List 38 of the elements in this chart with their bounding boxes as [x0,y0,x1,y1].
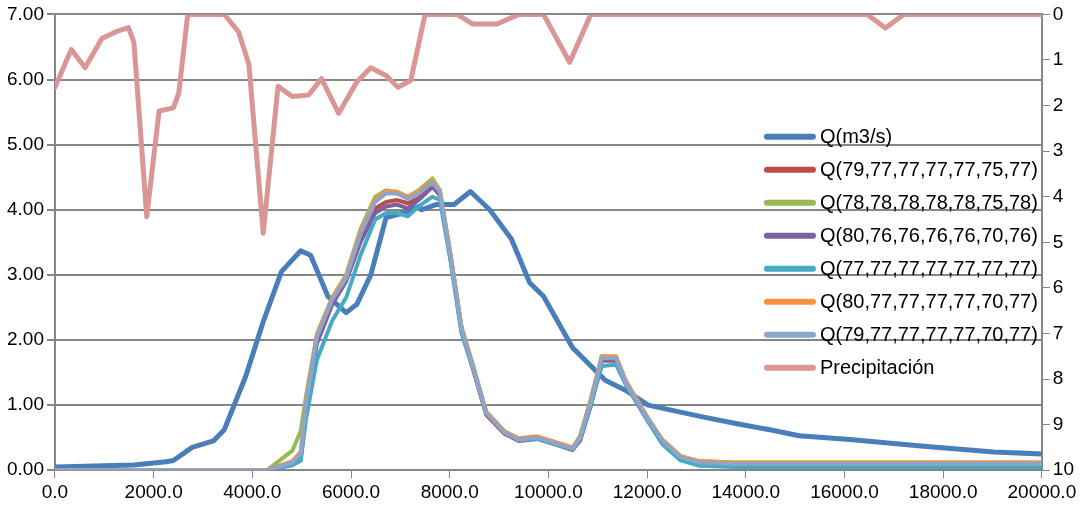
x-tick-label: 2000.0 [124,480,183,502]
y-tick-label: 0.00 [7,458,44,480]
x-tick-label: 6000.0 [321,480,381,502]
x-tick-label: 18000.0 [908,480,978,502]
y2-tick-label: 1 [1052,48,1064,70]
legend-label: Q(77,77,77,77,77,77,77) [819,257,1038,280]
x-tick-label: 16000.0 [810,480,879,502]
x-tick-label: 8000.0 [420,480,479,502]
x-tick-label: 10000.0 [514,480,583,502]
legend-label: Precipitación [819,356,935,379]
y-tick-label: 7.00 [7,2,44,24]
y-tick-label: 5.00 [7,132,44,154]
y-tick-label: 2.00 [7,328,44,350]
y-tick-label: 4.00 [7,197,44,219]
legend-label: Q(80,76,76,76,76,70,76) [819,224,1038,247]
y2-tick-label: 6 [1052,276,1064,298]
y-tick-label: 1.00 [7,393,44,415]
y2-tick-label: 8 [1052,367,1064,389]
legend-label: Q(79,77,77,77,77,75,77) [819,158,1038,181]
y-tick-label: 3.00 [7,263,44,285]
x-tick-label: 0.0 [41,480,69,502]
legend-label: Q(80,77,77,77,77,70,77) [819,290,1038,313]
y2-tick-label: 10 [1052,458,1075,480]
legend-label: Q(m3/s) [819,125,893,148]
y2-tick-label: 9 [1052,412,1064,434]
y2-tick-label: 3 [1052,139,1064,161]
y2-tick-label: 4 [1052,184,1064,206]
y2-tick-label: 5 [1052,230,1064,252]
x-tick-label: 14000.0 [711,480,781,502]
x-tick-label: 20000.0 [1007,480,1077,502]
y2-tick-label: 0 [1052,2,1064,24]
y2-tick-label: 7 [1052,321,1064,343]
y-tick-label: 6.00 [7,67,44,89]
y2-tick-label: 2 [1052,93,1064,115]
legend-label: Q(78,78,78,78,78,75,78) [819,191,1038,214]
x-tick-label: 12000.0 [612,480,682,502]
x-tick-label: 4000.0 [223,480,282,502]
legend-label: Q(79,77,77,77,77,70,77) [819,323,1038,346]
